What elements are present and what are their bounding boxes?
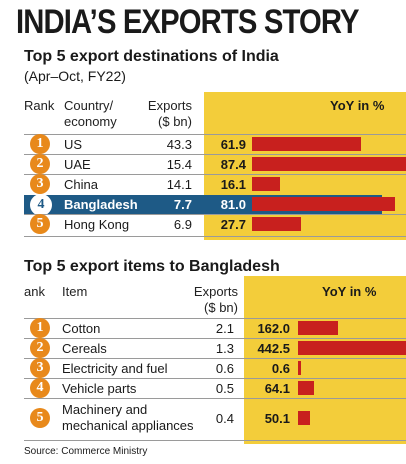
item-label: Cotton bbox=[62, 321, 101, 336]
rank-badge: 3 bbox=[30, 358, 50, 378]
exports-value: 1.3 bbox=[215, 341, 234, 356]
exports-value: 7.7 bbox=[173, 197, 192, 212]
row-divider bbox=[24, 318, 406, 319]
rank-badge: 4 bbox=[30, 378, 50, 398]
s2-header-exports-2: ($ bn) bbox=[204, 300, 238, 315]
s1-header-rank: Rank bbox=[24, 98, 55, 113]
rank-badge: 2 bbox=[30, 154, 50, 174]
rank-badge: 3 bbox=[30, 174, 50, 194]
row-divider bbox=[24, 358, 406, 359]
row-divider bbox=[24, 378, 406, 379]
country-label: UAE bbox=[64, 157, 91, 172]
exports-value: 2.1 bbox=[215, 321, 234, 336]
row-divider bbox=[24, 440, 406, 441]
row-divider bbox=[24, 398, 406, 399]
section1-subtitle: (Apr–Oct, FY22) bbox=[24, 68, 126, 84]
yoy-label: 0.6 bbox=[271, 361, 290, 376]
exports-value: 43.3 bbox=[166, 137, 192, 152]
item-label-line: Machinery and bbox=[62, 402, 148, 417]
section2-yoy-panel bbox=[244, 276, 406, 444]
yoy-bar bbox=[298, 321, 338, 335]
s1-header-exports-1: Exports bbox=[147, 98, 192, 113]
exports-value: 0.6 bbox=[215, 361, 234, 376]
yoy-label: 81.0 bbox=[220, 197, 246, 212]
s2-header-rank: ank bbox=[24, 284, 45, 299]
exports-value: 0.5 bbox=[215, 381, 234, 396]
rank-badge: 5 bbox=[30, 408, 50, 428]
row-divider bbox=[24, 338, 406, 339]
row-divider bbox=[24, 174, 406, 175]
yoy-bar bbox=[252, 137, 361, 151]
s1-header-country-2: economy bbox=[64, 114, 117, 129]
s1-header-yoy: YoY in % bbox=[330, 98, 385, 113]
yoy-bar bbox=[252, 157, 406, 171]
item-label-line: mechanical appliances bbox=[62, 418, 194, 433]
yoy-label: 162.0 bbox=[257, 321, 290, 336]
yoy-label: 87.4 bbox=[220, 157, 246, 172]
s2-header-item: Item bbox=[62, 284, 88, 299]
yoy-label: 61.9 bbox=[220, 137, 246, 152]
row-divider bbox=[24, 154, 406, 155]
exports-value: 0.4 bbox=[215, 411, 234, 426]
section1-title: Top 5 export destinations of India bbox=[24, 48, 279, 65]
country-label: Hong Kong bbox=[64, 217, 130, 232]
s1-header-country-1: Country/ bbox=[64, 98, 114, 113]
country-label: China bbox=[64, 177, 98, 192]
row-divider bbox=[24, 214, 406, 215]
exports-value: 14.1 bbox=[166, 177, 192, 192]
yoy-bar bbox=[298, 411, 310, 425]
exports-value: 6.9 bbox=[173, 217, 192, 232]
yoy-label: 442.5 bbox=[257, 341, 290, 356]
yoy-label: 27.7 bbox=[220, 217, 246, 232]
exports-value: 15.4 bbox=[166, 157, 192, 172]
item-label: Vehicle parts bbox=[62, 381, 137, 396]
rank-badge: 2 bbox=[30, 338, 50, 358]
yoy-bar bbox=[298, 361, 301, 375]
country-label: Bangladesh bbox=[64, 197, 138, 212]
s2-header-yoy: YoY in % bbox=[322, 284, 377, 299]
rank-badge: 4 bbox=[30, 194, 52, 216]
section2-title: Top 5 export items to Bangladesh bbox=[24, 258, 280, 275]
rank-badge: 1 bbox=[30, 318, 50, 338]
s1-header-exports-2: ($ bn) bbox=[158, 114, 192, 129]
item-label: Electricity and fuel bbox=[62, 361, 168, 376]
yoy-bar bbox=[252, 197, 395, 211]
rank-badge: 1 bbox=[30, 134, 50, 154]
yoy-label: 64.1 bbox=[264, 381, 290, 396]
yoy-label: 50.1 bbox=[264, 411, 290, 426]
yoy-bar bbox=[252, 177, 280, 191]
rank-badge: 5 bbox=[30, 214, 50, 234]
country-label: US bbox=[64, 137, 83, 152]
row-divider bbox=[24, 134, 406, 135]
s2-header-exports-1: Exports bbox=[193, 284, 238, 299]
yoy-bar bbox=[298, 381, 314, 395]
item-label: Machinery and mechanical appliances bbox=[62, 402, 194, 434]
source-note: Source: Commerce Ministry bbox=[24, 446, 148, 457]
yoy-bar bbox=[298, 341, 406, 355]
yoy-bar bbox=[252, 217, 301, 231]
yoy-label: 16.1 bbox=[220, 177, 246, 192]
row-divider bbox=[24, 236, 406, 237]
item-label: Cereals bbox=[62, 341, 107, 356]
main-title: INDIA’S EXPORTS STORY bbox=[16, 3, 360, 41]
